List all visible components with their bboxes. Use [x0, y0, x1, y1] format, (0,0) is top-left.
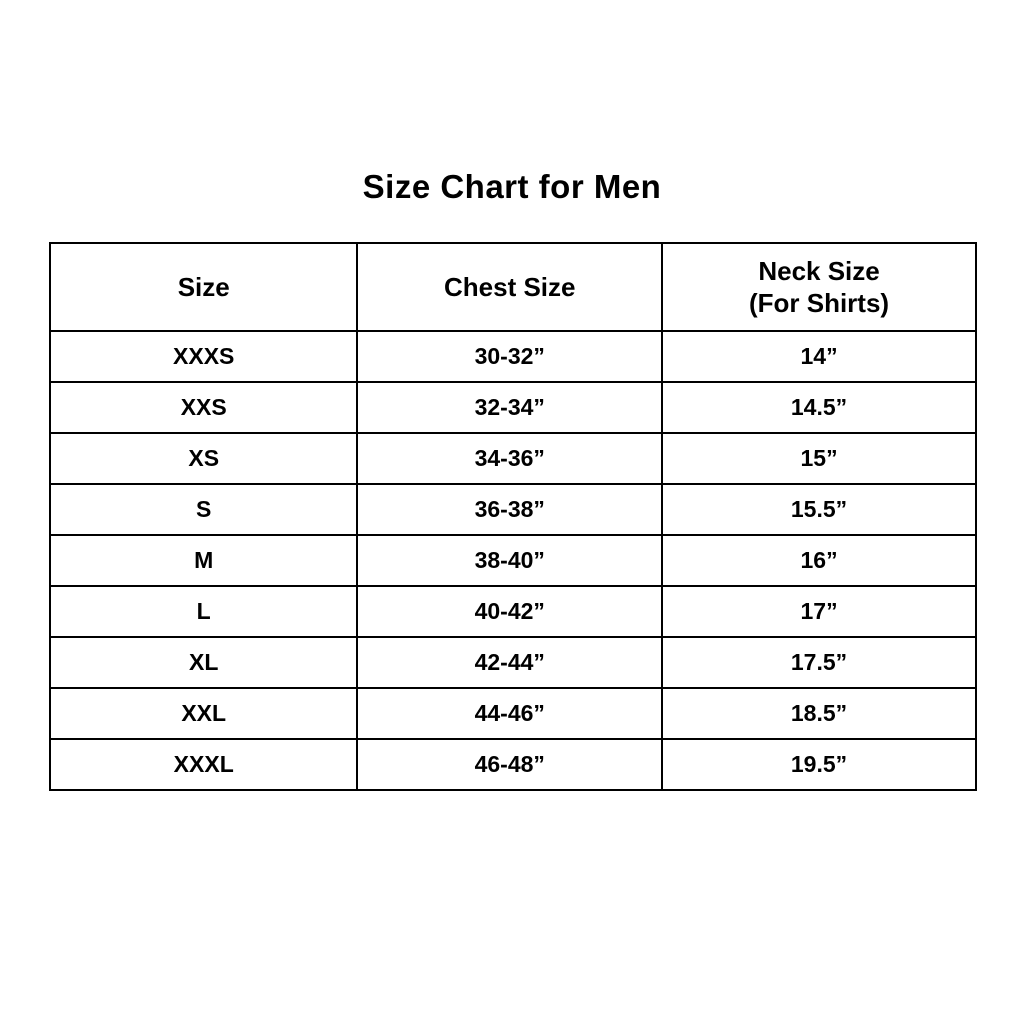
neck-cell: 14” — [661, 330, 977, 383]
size-cell: XXXS — [48, 330, 359, 383]
table-header-row: Size Chest Size Neck Size (For Shirts) — [48, 242, 977, 332]
chest-cell: 40-42” — [356, 585, 664, 638]
neck-cell: 17” — [661, 585, 977, 638]
size-cell: L — [48, 585, 359, 638]
size-cell: XL — [48, 636, 359, 689]
header-chest-size-label: Chest Size — [443, 271, 576, 302]
size-chart-table: Size Chest Size Neck Size (For Shirts) X… — [48, 242, 977, 791]
size-cell: XXS — [48, 381, 359, 434]
size-cell: XS — [48, 432, 359, 485]
chest-cell: 42-44” — [356, 636, 664, 689]
table-row: S 36-38” 15.5” — [48, 483, 977, 536]
chest-cell: 44-46” — [356, 687, 664, 740]
neck-cell: 17.5” — [661, 636, 977, 689]
table-row: XL 42-44” 17.5” — [48, 636, 977, 689]
chest-cell: 38-40” — [356, 534, 664, 587]
neck-cell: 15.5” — [661, 483, 977, 536]
neck-cell: 16” — [661, 534, 977, 587]
header-chest-size: Chest Size — [356, 242, 664, 332]
table-row: XXXL 46-48” 19.5” — [48, 738, 977, 791]
table-row: XXS 32-34” 14.5” — [48, 381, 977, 434]
table-row: XS 34-36” 15” — [48, 432, 977, 485]
chest-cell: 32-34” — [356, 381, 664, 434]
header-neck-size: Neck Size (For Shirts) — [661, 242, 977, 332]
chest-cell: 46-48” — [356, 738, 664, 791]
table-row: XXL 44-46” 18.5” — [48, 687, 977, 740]
table-row: L 40-42” 17” — [48, 585, 977, 638]
neck-cell: 15” — [661, 432, 977, 485]
table-row: M 38-40” 16” — [48, 534, 977, 587]
chest-cell: 30-32” — [356, 330, 664, 383]
size-cell: S — [48, 483, 359, 536]
header-neck-size-label: Neck Size — [758, 255, 880, 286]
header-neck-size-sublabel: (For Shirts) — [748, 288, 890, 318]
size-cell: M — [48, 534, 359, 587]
size-cell: XXXL — [48, 738, 359, 791]
header-size: Size — [48, 242, 359, 332]
chest-cell: 36-38” — [356, 483, 664, 536]
size-cell: XXL — [48, 687, 359, 740]
neck-cell: 18.5” — [661, 687, 977, 740]
neck-cell: 19.5” — [661, 738, 977, 791]
header-size-label: Size — [177, 271, 230, 302]
neck-cell: 14.5” — [661, 381, 977, 434]
table-row: XXXS 30-32” 14” — [48, 330, 977, 383]
chest-cell: 34-36” — [356, 432, 664, 485]
page-title: Size Chart for Men — [362, 168, 662, 205]
